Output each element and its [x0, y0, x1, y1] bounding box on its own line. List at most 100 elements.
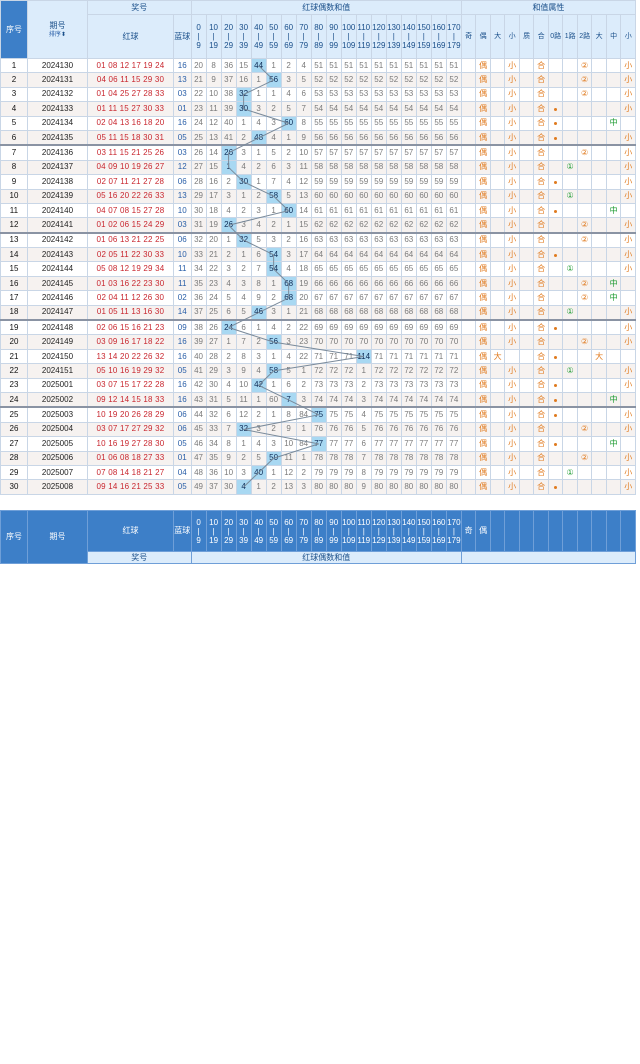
- footer-range-9: 90 | 99: [325, 510, 342, 552]
- sum-miss-cell: 5: [295, 72, 312, 88]
- zone-mid: 中: [605, 391, 622, 409]
- sum-miss-cell: 72: [325, 363, 342, 379]
- sum-miss-cell: 39: [220, 101, 237, 117]
- sum-miss-cell: 67: [370, 290, 387, 306]
- row-blue-ball: 05: [172, 479, 192, 495]
- sum-miss-cell: 62: [415, 217, 432, 234]
- attr-route-0: [547, 86, 564, 103]
- row-seq: 10: [0, 188, 28, 204]
- zone-small: 小: [620, 334, 636, 350]
- row-red-balls: 01 05 11 13 16 30: [86, 304, 174, 322]
- sum-miss-cell: 62: [385, 217, 402, 234]
- sum-miss-cell: 32: [205, 406, 222, 423]
- sum-miss-cell: 4: [235, 159, 252, 176]
- attr-route-2: [576, 261, 593, 277]
- row-blue-ball: 05: [172, 436, 192, 452]
- zone-mid: [605, 174, 622, 190]
- header-range-6: 60 | 69: [280, 14, 297, 59]
- sum-miss-cell: 51: [415, 57, 432, 74]
- row-issue: 2024144: [26, 261, 88, 277]
- sum-miss-cell: 62: [430, 217, 447, 234]
- attr-route-1: [562, 247, 578, 263]
- sum-miss-cell: 26: [205, 319, 222, 336]
- attr-prime: [518, 363, 535, 379]
- sum-miss-cell: 3: [250, 348, 267, 365]
- footer-issue: 期号: [26, 510, 89, 564]
- sum-miss-cell: 14: [295, 202, 312, 219]
- row-seq: 17: [0, 290, 28, 306]
- sum-miss-cell: 3: [265, 436, 282, 452]
- table-row: 18 2024147 01 05 11 13 16 30 14 37 25 6 5 46 3 1 21…: [0, 304, 636, 322]
- sum-miss-cell: 57: [415, 144, 432, 161]
- zone-mid: 中: [605, 290, 622, 306]
- sum-miss-cell: 54: [310, 101, 327, 117]
- sum-miss-cell: 11: [205, 101, 222, 117]
- attr-small: 小: [504, 159, 520, 176]
- sum-miss-cell: 69: [340, 319, 357, 336]
- sort-button[interactable]: 排序: [48, 31, 61, 38]
- sum-miss-cell: 66: [415, 275, 432, 292]
- sum-miss-cell: 6: [295, 86, 312, 103]
- sum-miss-cell: 55: [340, 115, 357, 131]
- sum-miss-cell: 54: [415, 101, 432, 117]
- route-1-marker: ①: [566, 264, 574, 274]
- sum-miss-cell: 36: [205, 464, 222, 481]
- sum-miss-cell: 4: [220, 202, 237, 219]
- sum-miss-cell: 63: [325, 232, 342, 249]
- sum-miss-cell: 3: [265, 232, 282, 249]
- sum-miss-cell: 60: [445, 188, 462, 204]
- sum-miss-cell: 40: [220, 115, 237, 131]
- table-row: 20 2024149 03 09 16 17 18 22 16 39 27 1 7 2 56 3 23…: [0, 334, 636, 350]
- attr-composite: 合: [533, 261, 549, 277]
- sum-miss-cell: 51: [445, 57, 462, 74]
- sum-miss-cell: 35: [205, 450, 222, 466]
- attr-big: [489, 261, 506, 277]
- row-red-balls: 07 08 14 18 21 27: [86, 464, 174, 481]
- sum-miss-cell: 55: [370, 115, 387, 131]
- header-attr-0: 奇: [460, 14, 477, 59]
- zone-big: [591, 101, 607, 117]
- sum-miss-cell: 9: [235, 363, 252, 379]
- attr-route-2: ②: [576, 72, 593, 88]
- attr-odd: [460, 129, 477, 147]
- sum-miss-cell: 52: [340, 72, 357, 88]
- row-issue: 2024138: [26, 174, 88, 190]
- attr-small: 小: [504, 129, 520, 147]
- sum-hit-cell: 4: [235, 479, 252, 495]
- sum-miss-cell: 2: [280, 319, 297, 336]
- attr-even: 偶: [475, 247, 491, 263]
- sum-miss-cell: 2: [235, 261, 252, 277]
- row-seq: 11: [0, 202, 28, 219]
- attr-route-1: [562, 479, 578, 495]
- sum-miss-cell: 62: [400, 217, 417, 234]
- sum-miss-cell: 3: [235, 144, 252, 161]
- route-1-marker: ①: [566, 191, 574, 201]
- zone-big: 大: [591, 348, 607, 365]
- sum-miss-cell: 6: [355, 436, 372, 452]
- sum-miss-cell: 64: [415, 247, 432, 263]
- sort-icon[interactable]: ⬍: [60, 31, 66, 38]
- row-seq: 5: [0, 115, 28, 131]
- attr-route-1: [562, 421, 578, 438]
- sum-miss-cell: 5: [265, 144, 282, 161]
- sum-miss-cell: 76: [370, 421, 387, 438]
- sum-miss-cell: 73: [310, 377, 327, 393]
- sum-miss-cell: 40: [190, 348, 207, 365]
- zone-small: 小: [620, 363, 636, 379]
- header-issue[interactable]: 期号 排序⬍: [26, 0, 88, 59]
- sum-miss-cell: 1: [295, 450, 312, 466]
- row-blue-ball: 06: [172, 406, 192, 423]
- row-red-balls: 09 12 14 15 18 33: [86, 391, 174, 409]
- sum-miss-cell: 58: [385, 159, 402, 176]
- sum-miss-cell: 67: [310, 290, 327, 306]
- sum-miss-cell: 53: [445, 86, 462, 103]
- attr-odd: [460, 406, 477, 423]
- sum-miss-cell: 60: [265, 391, 282, 409]
- sum-miss-cell: 15: [235, 57, 252, 74]
- attr-small: 小: [504, 304, 520, 322]
- sum-miss-cell: 53: [340, 86, 357, 103]
- attr-composite: 合: [533, 188, 549, 204]
- zone-big: [591, 391, 607, 409]
- zone-mid: [605, 129, 622, 147]
- sum-miss-cell: 63: [355, 232, 372, 249]
